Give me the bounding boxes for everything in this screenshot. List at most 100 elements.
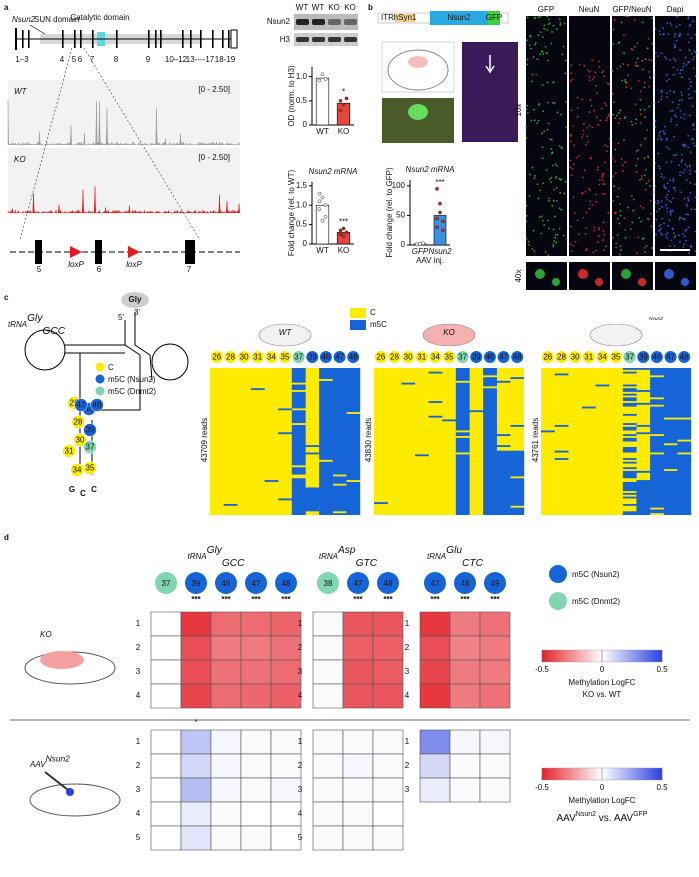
read-block bbox=[291, 384, 306, 391]
cell bbox=[588, 187, 590, 190]
cell bbox=[619, 203, 622, 205]
scale-tick-label: -0.5 bbox=[535, 665, 549, 674]
cell bbox=[537, 34, 540, 36]
row-label: 2 bbox=[405, 761, 410, 770]
nucleotide bbox=[71, 415, 85, 429]
cell bbox=[673, 43, 676, 46]
cell bbox=[563, 192, 566, 195]
cell bbox=[615, 114, 618, 117]
legend-swatch bbox=[95, 362, 105, 372]
position-label: 46 bbox=[321, 353, 330, 362]
position-marker bbox=[155, 572, 177, 594]
cell bbox=[690, 37, 693, 40]
row-label: 2 bbox=[136, 761, 141, 770]
cell bbox=[552, 228, 555, 231]
cell bbox=[645, 245, 648, 248]
cell bbox=[689, 245, 692, 247]
cell bbox=[616, 217, 619, 220]
heat-cell bbox=[372, 729, 404, 755]
label-composite: tRNAAspGTC bbox=[319, 545, 378, 569]
heat-cell bbox=[210, 777, 242, 803]
cell bbox=[638, 179, 641, 182]
cell bbox=[556, 111, 559, 114]
cell bbox=[602, 230, 605, 233]
cell bbox=[562, 45, 565, 48]
exon-label: 4 bbox=[60, 55, 65, 64]
read-block bbox=[622, 470, 637, 479]
heat-cell bbox=[342, 729, 374, 755]
heat-cell bbox=[312, 777, 344, 803]
heat-cell bbox=[479, 611, 511, 637]
cell bbox=[669, 110, 672, 112]
cell bbox=[657, 199, 659, 202]
cell bbox=[683, 235, 686, 238]
heat-cell bbox=[449, 753, 481, 779]
cell bbox=[561, 53, 564, 56]
cell bbox=[599, 119, 602, 122]
cell bbox=[591, 59, 594, 62]
cell bbox=[689, 169, 692, 172]
cell bbox=[620, 249, 622, 252]
position-label: 47 bbox=[354, 579, 363, 588]
cell bbox=[680, 160, 683, 163]
data-point bbox=[323, 203, 328, 208]
legend-label: m5C (Nsun2) bbox=[108, 375, 156, 384]
micrograph bbox=[655, 262, 696, 290]
cell bbox=[674, 33, 677, 35]
read-block bbox=[622, 467, 637, 470]
cell bbox=[681, 143, 684, 146]
cell bbox=[623, 34, 625, 37]
position-marker bbox=[582, 351, 595, 363]
read-block bbox=[483, 377, 497, 387]
subscript: GCC bbox=[222, 558, 245, 569]
read-block bbox=[455, 432, 470, 436]
cell bbox=[551, 152, 553, 155]
data-point bbox=[338, 108, 343, 113]
position-marker bbox=[623, 351, 636, 363]
position-label: 26 bbox=[543, 353, 552, 362]
heat-cell bbox=[342, 635, 374, 661]
cell bbox=[663, 185, 665, 188]
cell bbox=[534, 175, 536, 177]
position-label: 47 bbox=[77, 401, 86, 410]
exon bbox=[80, 30, 82, 48]
read-block bbox=[622, 423, 637, 425]
cell bbox=[619, 65, 622, 68]
read-block bbox=[636, 368, 651, 370]
cell bbox=[617, 122, 620, 125]
read-count: 43830 reads bbox=[364, 418, 373, 462]
genotype: KO bbox=[443, 328, 455, 337]
cell bbox=[664, 125, 666, 128]
read-block bbox=[291, 424, 306, 466]
cell bbox=[583, 64, 586, 67]
cell bbox=[681, 76, 683, 79]
cell bbox=[544, 251, 547, 253]
cell bbox=[595, 200, 598, 203]
lane-label: KO bbox=[328, 3, 340, 12]
cell bbox=[614, 117, 617, 120]
position-label: 30 bbox=[404, 353, 413, 362]
read-block bbox=[455, 454, 470, 515]
cell bbox=[662, 130, 665, 132]
data-point bbox=[341, 234, 346, 239]
trna-backbone bbox=[124, 312, 151, 356]
cell bbox=[586, 141, 589, 144]
cell bbox=[586, 126, 589, 129]
position-label: 48 bbox=[349, 353, 358, 362]
t-loop bbox=[151, 343, 189, 381]
cell bbox=[546, 59, 549, 62]
cell bbox=[679, 34, 681, 37]
cell bbox=[694, 208, 696, 211]
heat-cell bbox=[449, 777, 481, 803]
gfp-tag bbox=[488, 11, 500, 25]
cell bbox=[666, 198, 668, 201]
read-block bbox=[636, 480, 651, 515]
cell bbox=[570, 109, 573, 112]
cell bbox=[606, 150, 608, 153]
cell bbox=[692, 124, 694, 127]
cell bbox=[679, 240, 681, 243]
cell bbox=[679, 171, 682, 174]
read-block bbox=[554, 458, 569, 460]
cell bbox=[681, 68, 684, 71]
cell bbox=[660, 172, 663, 175]
